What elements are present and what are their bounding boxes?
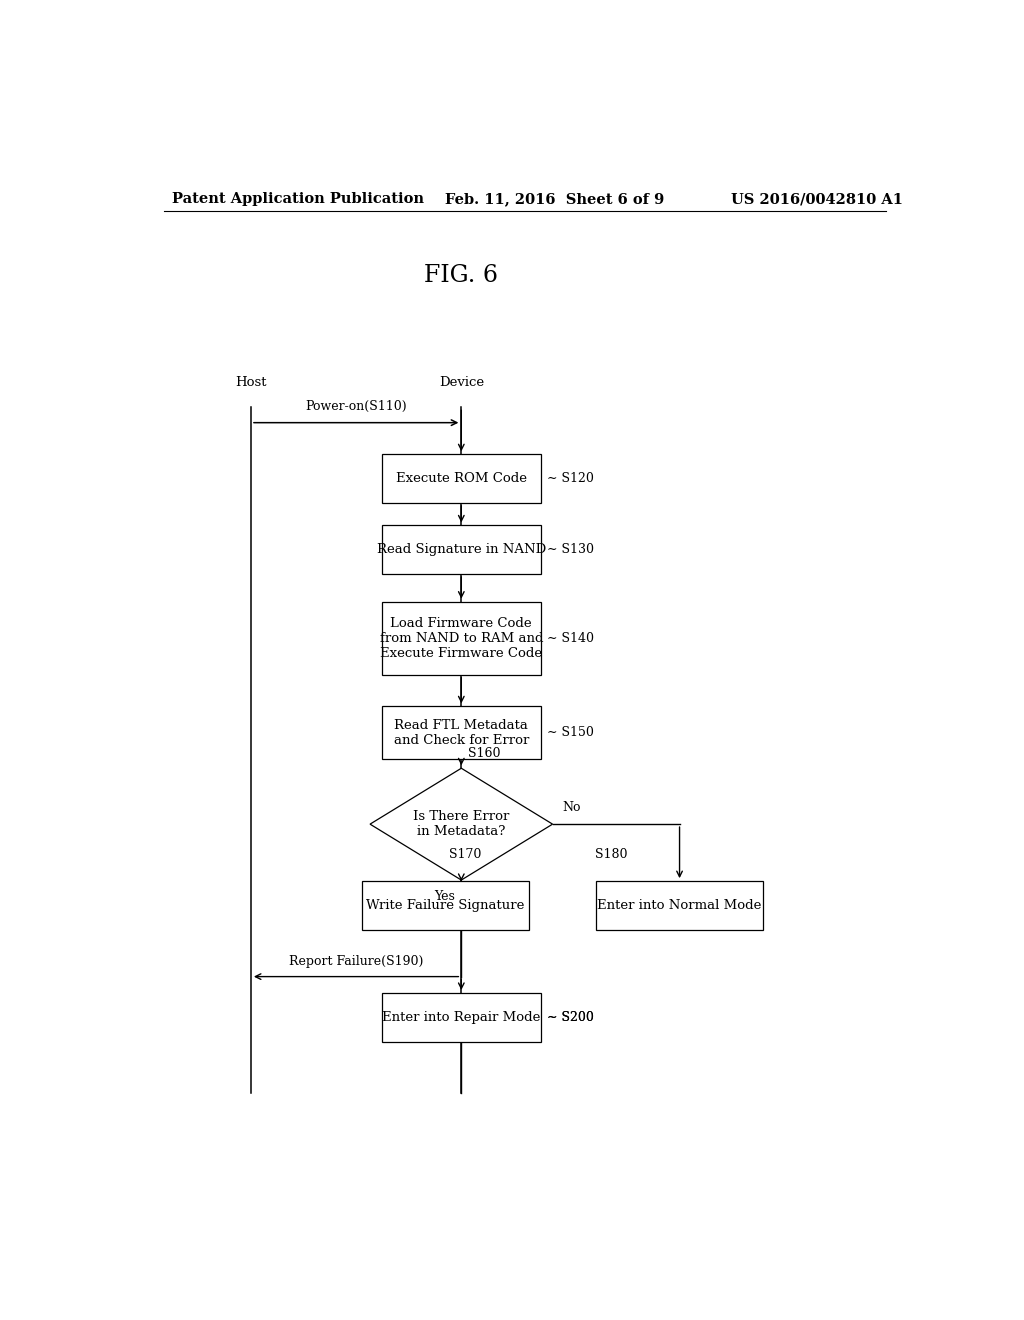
- FancyBboxPatch shape: [382, 454, 541, 503]
- FancyBboxPatch shape: [382, 525, 541, 574]
- Text: Device: Device: [438, 376, 484, 389]
- Text: Power-on(S110): Power-on(S110): [305, 400, 407, 412]
- Polygon shape: [370, 768, 553, 880]
- Text: Enter into Normal Mode: Enter into Normal Mode: [597, 899, 762, 912]
- Text: Feb. 11, 2016  Sheet 6 of 9: Feb. 11, 2016 Sheet 6 of 9: [445, 191, 665, 206]
- Text: S170: S170: [450, 847, 481, 861]
- Text: Read FTL Metadata
and Check for Error: Read FTL Metadata and Check for Error: [393, 718, 529, 747]
- Text: Load Firmware Code
from NAND to RAM and
Execute Firmware Code: Load Firmware Code from NAND to RAM and …: [380, 616, 543, 660]
- Text: ∼ S200: ∼ S200: [547, 1011, 594, 1024]
- Text: ∼ S200: ∼ S200: [547, 1011, 594, 1024]
- Text: Patent Application Publication: Patent Application Publication: [172, 191, 424, 206]
- Text: ∼ S140: ∼ S140: [547, 632, 594, 644]
- Text: Read Signature in NAND: Read Signature in NAND: [377, 544, 546, 556]
- Text: Is There Error
in Metadata?: Is There Error in Metadata?: [413, 810, 510, 838]
- Text: S160: S160: [468, 747, 500, 760]
- Text: Host: Host: [236, 376, 267, 389]
- Text: S180: S180: [595, 847, 627, 861]
- FancyBboxPatch shape: [362, 880, 528, 929]
- Text: No: No: [562, 801, 581, 814]
- Text: ∼ S130: ∼ S130: [547, 544, 594, 556]
- FancyBboxPatch shape: [382, 602, 541, 675]
- Text: US 2016/0042810 A1: US 2016/0042810 A1: [731, 191, 903, 206]
- Text: Write Failure Signature: Write Failure Signature: [367, 899, 524, 912]
- FancyBboxPatch shape: [382, 706, 541, 759]
- Text: Execute ROM Code: Execute ROM Code: [396, 473, 526, 484]
- FancyBboxPatch shape: [382, 993, 541, 1041]
- Text: Enter into Repair Mode: Enter into Repair Mode: [382, 1011, 541, 1024]
- Text: ∼ S150: ∼ S150: [547, 726, 594, 739]
- Text: FIG. 6: FIG. 6: [424, 264, 499, 286]
- FancyBboxPatch shape: [596, 880, 763, 929]
- Text: ∼ S120: ∼ S120: [547, 473, 594, 484]
- Text: Yes: Yes: [434, 890, 455, 903]
- Text: Report Failure(S190): Report Failure(S190): [289, 956, 423, 969]
